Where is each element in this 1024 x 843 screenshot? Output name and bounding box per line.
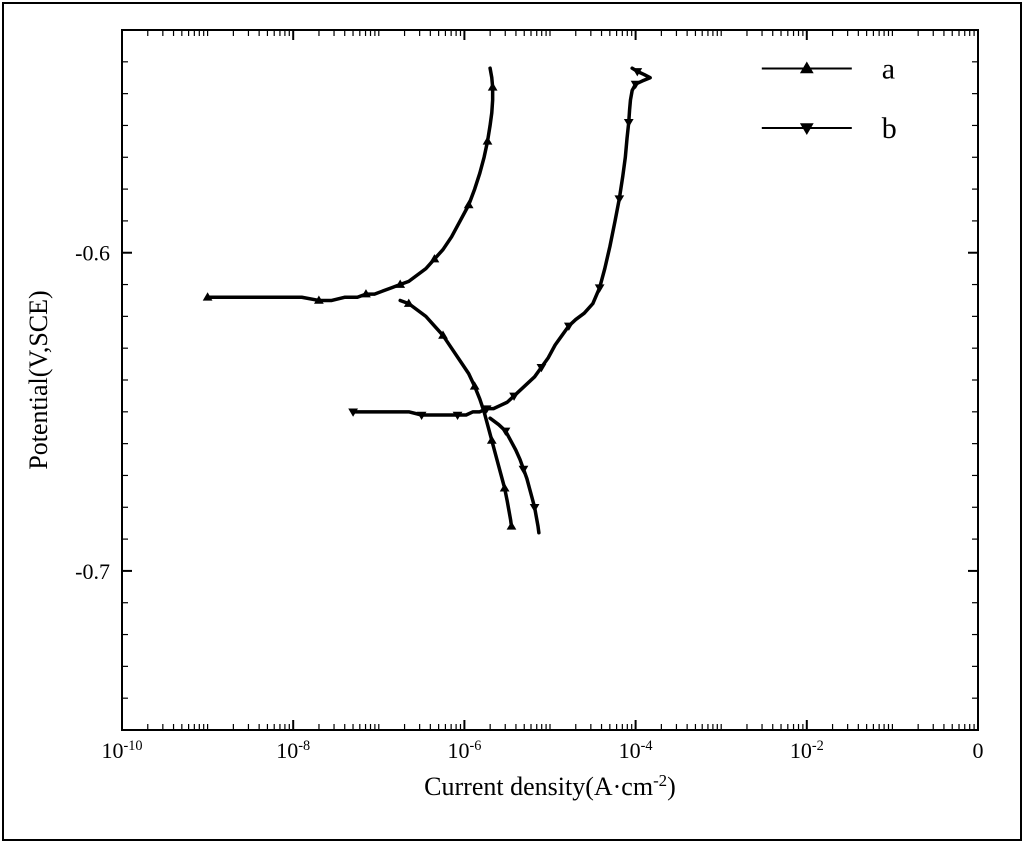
svg-text:b: b (882, 112, 897, 145)
x-ticks: 10-10 10-8 10-6 10-4 10-2 0 (101, 30, 983, 763)
y-ticks: -0.7 -0.6 (75, 30, 978, 730)
svg-text:10-2: 10-2 (790, 738, 824, 763)
svg-text:10-4: 10-4 (619, 738, 653, 763)
chart-container: 10-10 10-8 10-6 10-4 10-2 0 Current density(A·… (0, 0, 1024, 843)
y-axis-title: Potential(V,SCE) (24, 290, 53, 469)
series-a (204, 68, 516, 529)
plot-box (122, 30, 978, 730)
x-axis-title: Current density(A·cm-2) (424, 771, 676, 802)
svg-text:-0.6: -0.6 (75, 241, 110, 266)
polarization-chart: 10-10 10-8 10-6 10-4 10-2 0 Current density(A·… (0, 0, 1024, 843)
svg-text:0: 0 (973, 738, 984, 763)
legend-entry-b: b (762, 112, 897, 145)
legend-entry-a: a (762, 53, 895, 86)
svg-text:10-10: 10-10 (101, 738, 142, 763)
svg-text:10-8: 10-8 (276, 738, 310, 763)
svg-text:10-6: 10-6 (447, 738, 481, 763)
svg-text:-0.7: -0.7 (75, 559, 110, 584)
svg-text:a: a (882, 53, 895, 86)
page-border (3, 3, 1021, 840)
